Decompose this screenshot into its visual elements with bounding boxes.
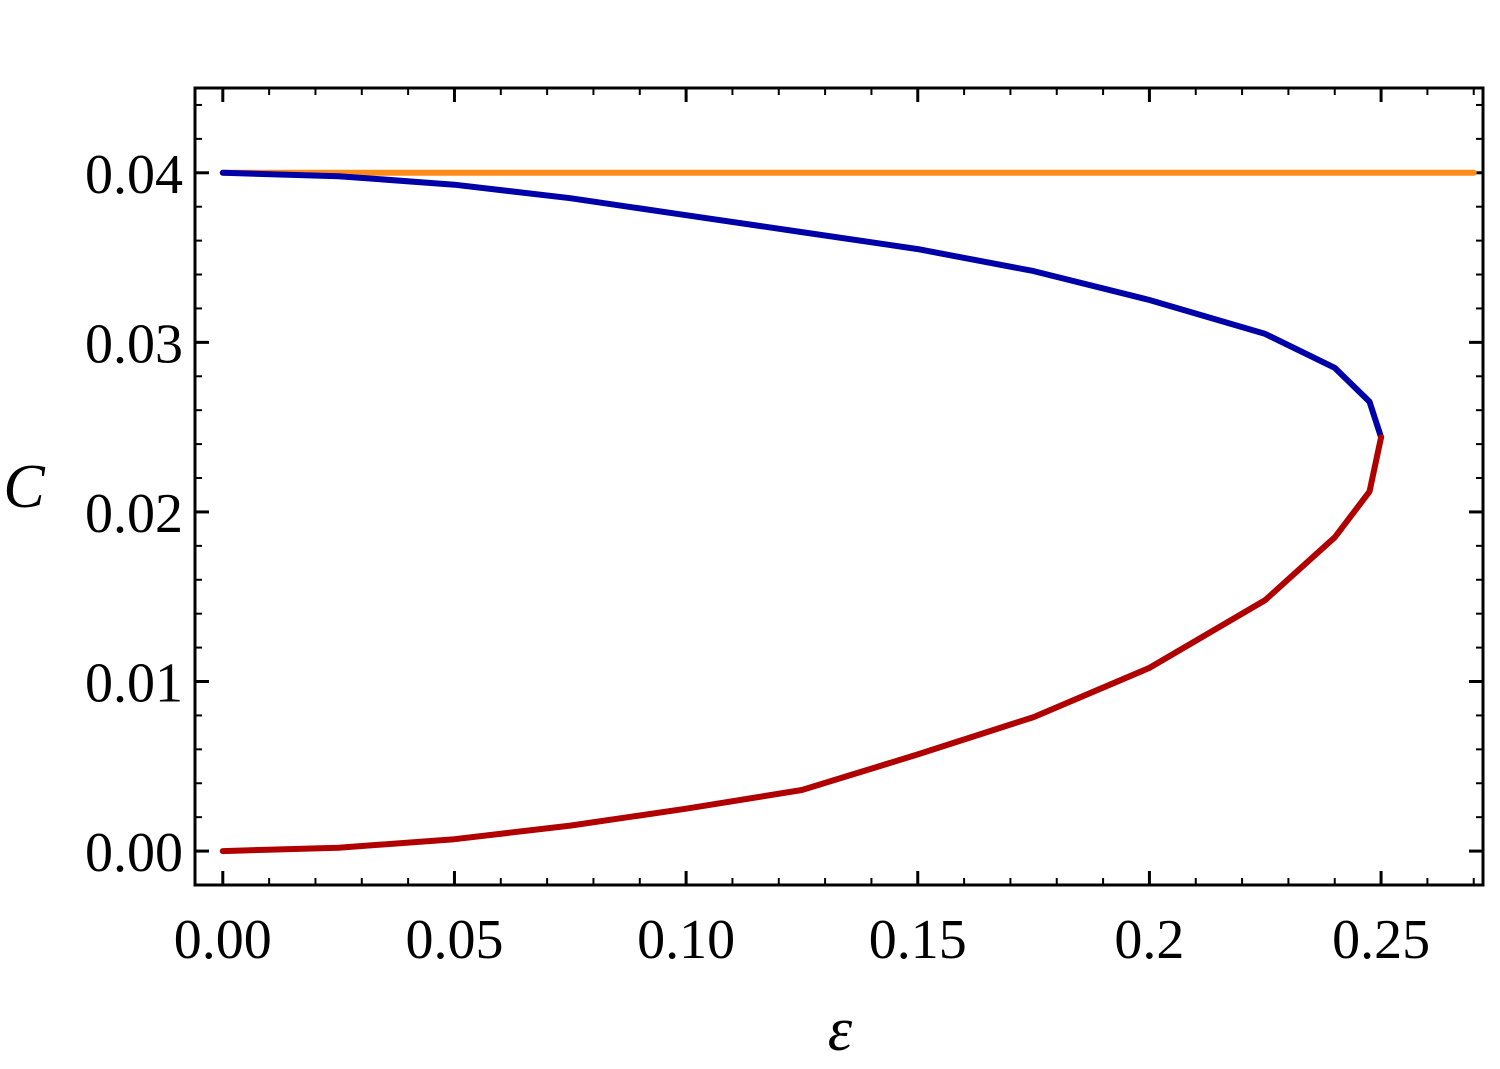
x-axis-label: ε xyxy=(828,996,853,1064)
x-tick-label-1: 0.05 xyxy=(405,909,503,971)
tick-labels: 0.00 0.05 0.10 0.15 0.2 0.25 0.00 0.01 0.02 0.03 0… xyxy=(85,144,1430,971)
x-tick-label-2: 0.10 xyxy=(637,909,735,971)
y-tick-label-0: 0.00 xyxy=(85,822,183,884)
y-tick-label-4: 0.04 xyxy=(85,144,183,206)
x-tick-label-4: 0.2 xyxy=(1114,909,1184,971)
y-axis-label: C xyxy=(3,453,45,521)
plot-frame xyxy=(193,86,1485,887)
y-tick-label-2: 0.02 xyxy=(85,483,183,545)
y-tick-label-1: 0.01 xyxy=(85,653,183,715)
axis-ticks xyxy=(195,88,1483,885)
series-line-2 xyxy=(219,434,1385,855)
x-tick-label-5: 0.25 xyxy=(1332,909,1430,971)
series-group xyxy=(219,169,1477,855)
y-tick-label-3: 0.03 xyxy=(85,313,183,375)
x-tick-label-0: 0.00 xyxy=(174,909,272,971)
x-tick-label-3: 0.15 xyxy=(869,909,967,971)
series-line-1 xyxy=(219,169,1385,441)
